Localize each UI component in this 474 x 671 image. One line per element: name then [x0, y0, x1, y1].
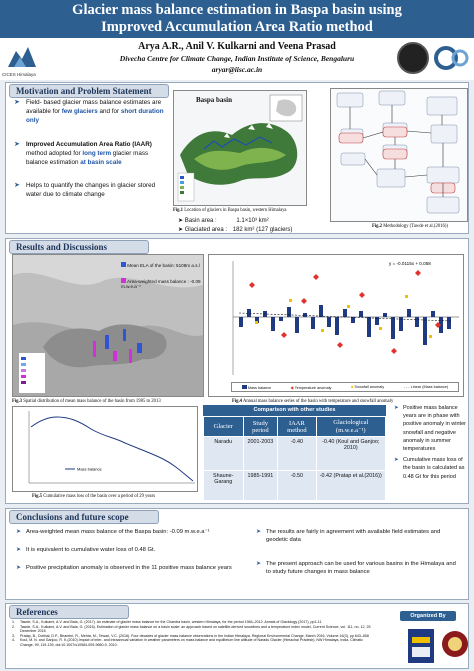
results-bullet: ➤ Positive mass balance years are in pha… — [394, 405, 466, 453]
table-cell: 1985-1991 — [242, 470, 279, 501]
fig3-legend-ela: Mean ELA of the basin: 5108m a.s.l — [121, 262, 201, 268]
references-heading: References — [9, 605, 129, 619]
arrow-icon: ➤ — [394, 405, 399, 411]
comparison-table: Glacier Study period IAAR method Glaciol… — [203, 416, 387, 501]
email: aryar@iisc.ac.in — [211, 65, 263, 74]
legend-item: ■ Snowfall anomaly — [350, 385, 385, 389]
table-header: Study period — [242, 416, 279, 437]
conclusion-item: ➤ Positive precipitation anomaly is obser… — [16, 565, 232, 571]
reference-item: 1. Tawde, S.A., Kulkarni, A.V. and Bala, … — [12, 620, 322, 624]
arrow-icon: ➤ — [178, 227, 184, 233]
basin-area-stat: ➤ Basin area : 1.1×10³ km² — [178, 218, 269, 224]
reference-item: 3. Pratap, B., Dobhal, D.P., Bhambri, R.,… — [12, 633, 369, 638]
reference-item: 4. Koul, M. N. and Ganjoo, R. K.(2010).Im… — [12, 638, 363, 647]
motivation-heading: Motivation and Problem Statement — [9, 84, 169, 98]
authors: Arya A.R., Anil V. Kulkarni and Veena Pr… — [138, 41, 336, 52]
fig5-caption: Fig.5 Cumulative mass loss of the basin … — [32, 494, 156, 499]
affiliation: Divecha Centre for Climate Change, India… — [119, 54, 355, 63]
cices-logo-icon — [8, 47, 36, 67]
conclusion-item: ➤ Area-weighted mean mass balance of the … — [16, 529, 210, 535]
legend-item: ◆ Temperature anomaly — [290, 385, 332, 390]
fig1-map-title: Baspa basin — [196, 96, 232, 104]
cumulative-mass-loss-chart: Mass balance — [28, 411, 195, 484]
table-cell: -0.40 — [277, 436, 317, 471]
poster-title-line2: Improved Accumulation Area Ratio method — [101, 19, 373, 35]
motivation-bullet: ➤ Helps to quantify the changes in glaci… — [14, 182, 156, 199]
arrow-icon: ➤ — [256, 529, 261, 535]
arrow-icon: ➤ — [14, 99, 20, 106]
fig3-caption: Fig.3 Spatial distribution of mean mass … — [12, 399, 161, 404]
table-cell: Shaune-Garang — [203, 470, 244, 501]
conclusions-heading: Conclusions and future scope — [9, 510, 159, 524]
references-list: 1. Tawde, S.A., Kulkarni, A.V. and Bala, … — [12, 620, 372, 648]
motivation-bullets: ➤ Field- based glacier mass balance esti… — [14, 98, 164, 208]
legend-item: - - - Linear (Mass balance) — [403, 385, 449, 389]
table-cell: 2001-2003 — [242, 436, 279, 471]
arrow-icon: ➤ — [14, 182, 20, 190]
fig4-caption: Fig.4 Annual mass balance series of the … — [232, 399, 394, 404]
organizer-seal-icon — [442, 631, 468, 657]
arrow-icon: ➤ — [394, 457, 399, 464]
results-bullets: ➤ Positive mass balance years are in pha… — [394, 404, 470, 484]
table-cell: -0.42 (Pratap et al.(2016)) — [315, 470, 387, 501]
fig1-caption: Fig.1 Location of glaciers in Baspa basi… — [173, 208, 287, 213]
conclusion-item: ➤ It is equivalent to cumulative water lo… — [16, 547, 156, 553]
comparison-table-title: Comparison with other studies — [203, 405, 386, 416]
arrow-icon: ➤ — [16, 547, 21, 553]
dccc-logo-icon — [434, 46, 469, 70]
table-header: IAAR method — [277, 416, 317, 437]
legend-swatch — [121, 278, 126, 283]
fig4-equation: y = -0.0115x + 0.058 — [389, 261, 431, 266]
organizer-logo-icon — [408, 629, 434, 663]
motivation-bullet: ➤ Improved Accumulation Area Ratio (IAAR… — [14, 140, 152, 167]
legend-item: Mass balance — [241, 384, 271, 390]
table-row: Shaune-Garang 1985-1991 -0.50 -0.42 (Pra… — [203, 470, 387, 501]
methodology-diagram — [336, 90, 460, 214]
fig3-map: Mean ELA of the basin: 5108m a.s.l Area-… — [12, 254, 204, 397]
table-cell: -0.40 (Koul and Ganjoo; 2010) — [315, 436, 387, 471]
legend-swatch — [121, 262, 126, 267]
conclusion-item: ➤ The results are fairly in agreement wit… — [256, 529, 441, 543]
table-cell: Naradu — [203, 436, 244, 471]
table-header: Glacier — [203, 416, 244, 437]
table-row: Naradu 2001-2003 -0.40 -0.40 (Koul and G… — [203, 436, 387, 471]
iisc-seal-icon — [397, 42, 429, 74]
fig2-caption: Fig.2 Methodology (Tawde et al.(2016)) — [372, 224, 448, 229]
fig3-legend-massbalance: Area-weighted mass balance : -0.09 m.w.e… — [121, 278, 201, 289]
arrow-icon: ➤ — [14, 140, 20, 148]
arrow-icon: ➤ — [16, 529, 21, 535]
reference-item: 2. Tawde, S.A., Kulkarni, A.V. and Bala, … — [12, 624, 371, 634]
glaciated-area-stat: ➤ Glaciated area : 182 km² (127 glaciers… — [178, 227, 293, 233]
fig4-chart: y = -0.0115x + 0.058 Mass balance ◆ Temp… — [208, 254, 464, 397]
fig1-map: Baspa basin — [173, 90, 307, 206]
annual-mass-balance-chart: y = -0.0115x + 0.058 — [232, 261, 459, 375]
results-bullet: ➤ Cumulative mass loss of the basin is c… — [394, 457, 465, 480]
poster-title-line1: Glacier mass balance estimation in Baspa… — [72, 2, 402, 18]
arrow-icon: ➤ — [178, 218, 184, 224]
baspa-basin-map — [177, 94, 303, 202]
conclusion-item: ➤ The present approach can be used for va… — [256, 561, 456, 575]
title-banner: Glacier mass balance estimation in Baspa… — [0, 0, 474, 38]
mass-balance-map — [13, 255, 203, 396]
organized-by-label: Organized By — [400, 611, 456, 621]
results-heading: Results and Discussions — [9, 240, 149, 254]
arrow-icon: ➤ — [16, 565, 21, 571]
table-header-row: Glacier Study period IAAR method Glaciol… — [203, 416, 387, 437]
motivation-bullet: ➤ Field- based glacier mass balance esti… — [14, 99, 164, 125]
logo-left-caption: CICES Himalaya — [2, 72, 36, 77]
table-header: Glaciological (m.w.e.a⁻¹) — [315, 416, 387, 437]
arrow-icon: ➤ — [256, 561, 261, 567]
fig5-legend: Mass balance — [77, 467, 102, 472]
fig5-chart: Mass balance — [12, 406, 198, 492]
header: CICES Himalaya Arya A.R., Anil V. Kulkar… — [0, 38, 474, 80]
fig2-flowchart — [330, 88, 468, 222]
table-cell: -0.50 — [277, 470, 317, 501]
fig4-legend: Mass balance ◆ Temperature anomaly ■ Sno… — [231, 382, 459, 392]
